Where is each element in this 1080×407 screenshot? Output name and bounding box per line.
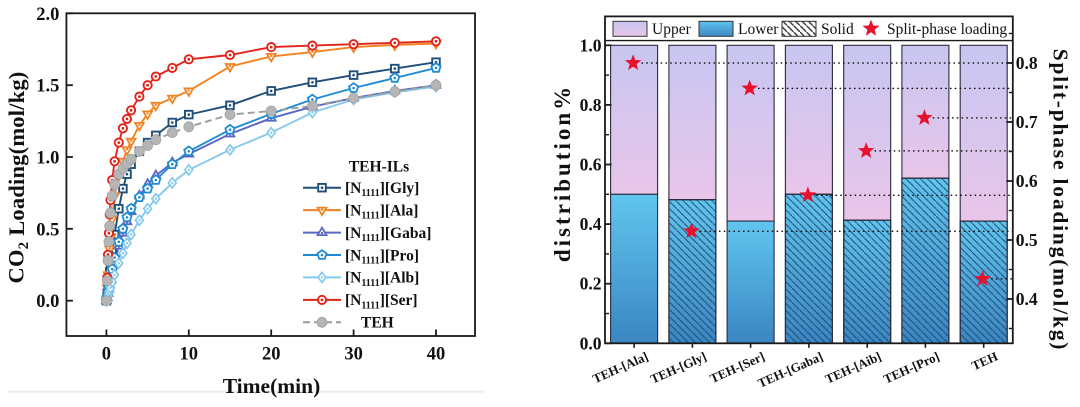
svg-text:Upper: Upper — [652, 21, 692, 38]
svg-text:[N1111][Alb]: [N1111][Alb] — [345, 270, 419, 289]
svg-text:0.0: 0.0 — [580, 333, 602, 353]
svg-text:0.2: 0.2 — [580, 274, 602, 294]
svg-text:[N1111][Ala]: [N1111][Ala] — [345, 202, 418, 221]
svg-text:0.8: 0.8 — [1016, 53, 1038, 73]
svg-text:distribution%: distribution% — [550, 84, 575, 262]
svg-text:1.0: 1.0 — [36, 149, 59, 169]
svg-text:0.5: 0.5 — [36, 220, 59, 240]
svg-text:1.0: 1.0 — [580, 35, 602, 55]
svg-text:Time(min): Time(min) — [223, 374, 321, 398]
svg-text:CO2 Loading(mol/kg): CO2 Loading(mol/kg) — [4, 72, 33, 284]
svg-text:2.0: 2.0 — [36, 5, 59, 25]
svg-text:0.6: 0.6 — [580, 155, 602, 175]
svg-text:1.5: 1.5 — [36, 77, 59, 97]
svg-text:20: 20 — [262, 345, 281, 365]
svg-text:0: 0 — [102, 345, 111, 365]
svg-text:0.5: 0.5 — [1016, 230, 1038, 250]
svg-text:[N1111][Ser]: [N1111][Ser] — [345, 292, 418, 311]
svg-text:TEH: TEH — [361, 315, 394, 332]
svg-text:30: 30 — [344, 345, 363, 365]
svg-text:0.6: 0.6 — [1016, 171, 1038, 191]
svg-text:40: 40 — [427, 345, 446, 365]
svg-text:0.4: 0.4 — [1016, 289, 1038, 309]
svg-text:Solid: Solid — [821, 21, 854, 38]
svg-text:Split-phase loading(mol/kg): Split-phase loading(mol/kg) — [1049, 49, 1073, 351]
svg-text:[N1111][Gly]: [N1111][Gly] — [345, 180, 419, 199]
svg-text:0.4: 0.4 — [580, 214, 602, 234]
svg-text:TEH-ILs: TEH-ILs — [349, 159, 409, 176]
svg-text:Lower: Lower — [738, 21, 779, 38]
svg-text:[N1111][Pro]: [N1111][Pro] — [345, 247, 419, 266]
svg-text:0.0: 0.0 — [36, 292, 59, 312]
svg-text:[N1111][Gaba]: [N1111][Gaba] — [345, 225, 431, 244]
svg-text:0.7: 0.7 — [1016, 112, 1038, 132]
svg-text:10: 10 — [180, 345, 199, 365]
svg-text:Split-phase loading: Split-phase loading — [887, 21, 1007, 38]
svg-text:0.8: 0.8 — [580, 95, 602, 115]
